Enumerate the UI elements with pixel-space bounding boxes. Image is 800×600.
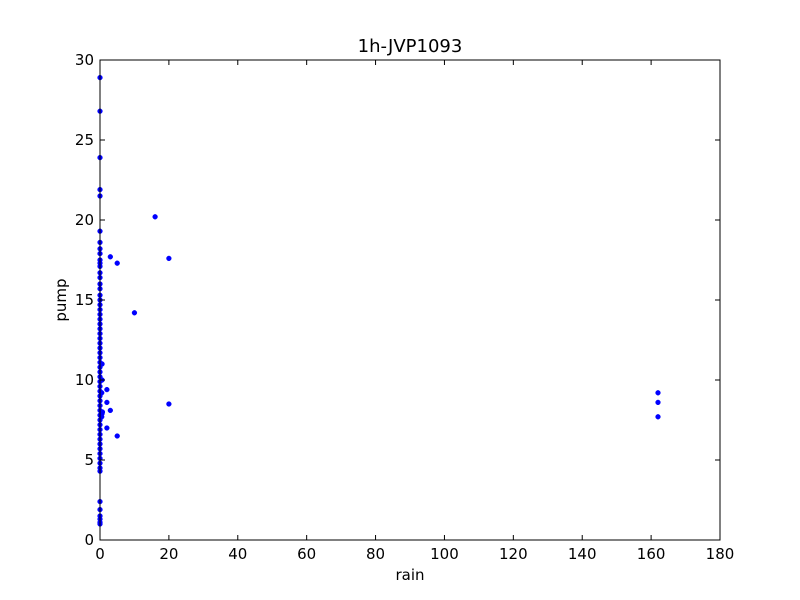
- x-tick-label: 120: [499, 545, 528, 563]
- y-tick-label: 0: [84, 531, 94, 549]
- x-tick-label: 0: [95, 545, 105, 563]
- data-point: [152, 214, 158, 220]
- data-point: [114, 260, 120, 266]
- x-tick-label: 40: [228, 545, 247, 563]
- data-point: [104, 399, 110, 406]
- data-point: [114, 433, 120, 439]
- x-tick-label: 60: [297, 545, 316, 563]
- x-tick-label: 140: [568, 545, 597, 563]
- y-tick-label: 20: [75, 211, 94, 229]
- data-point: [655, 390, 661, 396]
- x-tick-label: 20: [159, 545, 178, 563]
- x-tick-label: 180: [706, 545, 735, 563]
- x-axis-label: rain: [395, 566, 424, 584]
- y-axis-label: pump: [52, 278, 70, 321]
- chart-title: 1h-JVP1093: [358, 36, 463, 57]
- data-point: [131, 310, 138, 316]
- data-point: [655, 399, 661, 406]
- x-tick-label: 80: [366, 545, 385, 563]
- data-point: [104, 386, 110, 393]
- y-tick-label: 10: [75, 371, 94, 389]
- y-tick-label: 5: [84, 451, 94, 469]
- plot-area-frame: [99, 59, 721, 541]
- data-point: [107, 254, 113, 260]
- y-tick-label: 30: [75, 51, 94, 69]
- x-tick-label: 100: [430, 545, 459, 563]
- data-point: [99, 390, 105, 396]
- data-point: [107, 407, 113, 414]
- data-point: [166, 255, 172, 262]
- y-tick-label: 15: [75, 291, 94, 309]
- ticks-layer: 0 20 40 60 80 100 120 140 160 180 0 5 10 15 20 25 30: [75, 51, 734, 563]
- y-tick-label: 25: [75, 131, 94, 149]
- data-point: [655, 414, 661, 420]
- data-point: [166, 401, 172, 407]
- x-tick-label: 160: [637, 545, 666, 563]
- data-point: [104, 425, 110, 431]
- data-point: [99, 409, 106, 415]
